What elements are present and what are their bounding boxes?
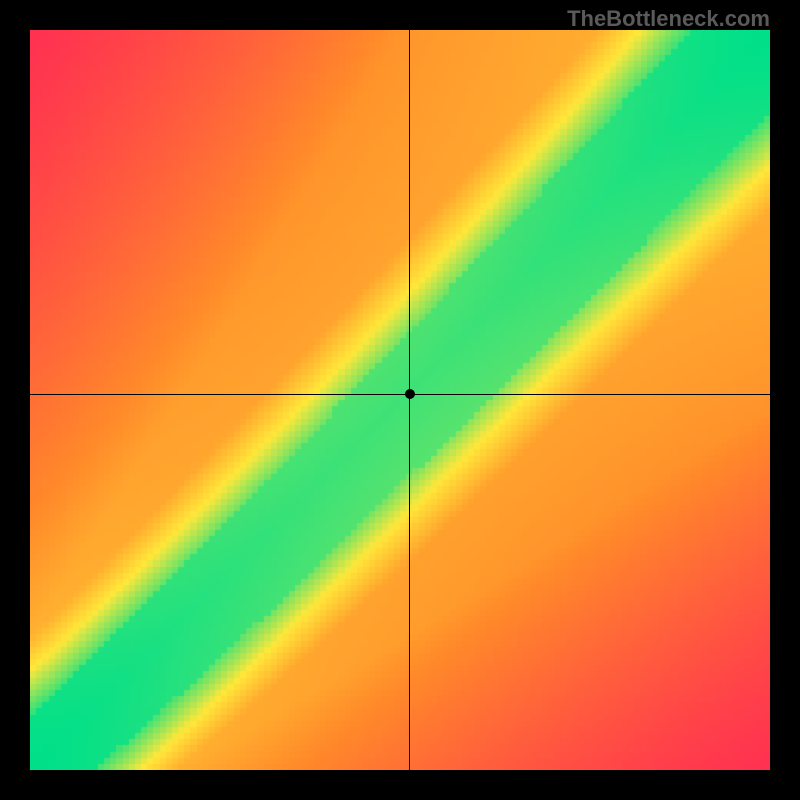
bottleneck-heatmap (30, 30, 770, 770)
chart-container: { "watermark": { "text": "TheBottleneck.… (0, 0, 800, 800)
crosshair-vertical (409, 30, 410, 770)
watermark-text: TheBottleneck.com (567, 6, 770, 32)
crosshair-horizontal (30, 394, 770, 395)
crosshair-center-dot (405, 389, 415, 399)
